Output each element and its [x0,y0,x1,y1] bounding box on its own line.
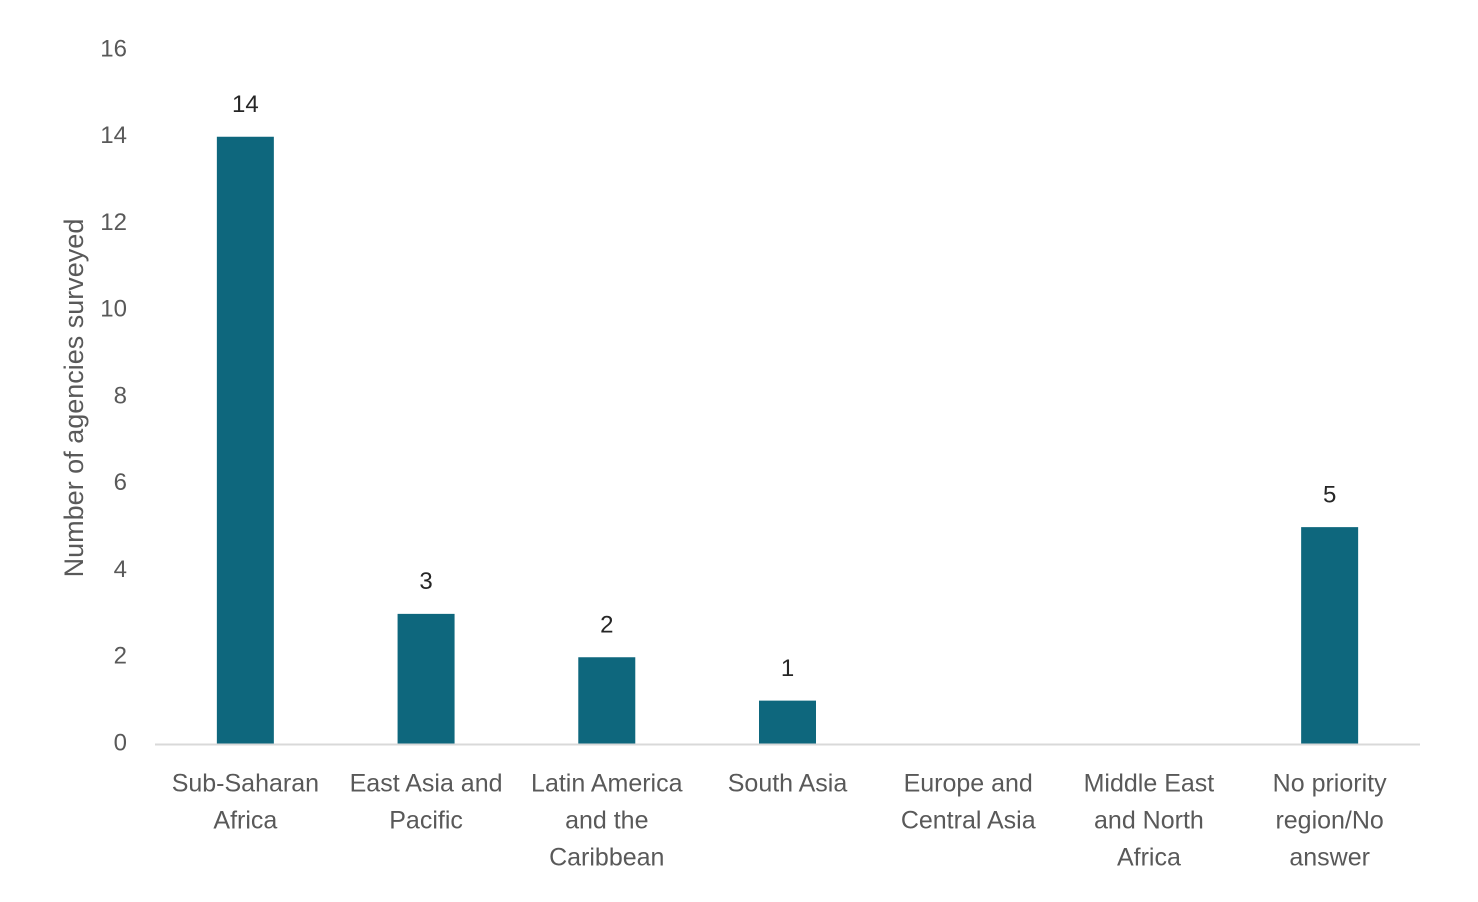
y-axis-ticks: 0 2 4 6 8 10 12 14 16 [100,35,127,756]
data-label-3: 1 [781,655,794,682]
bar-1 [397,613,455,744]
y-tick-label-7: 14 [100,122,127,149]
y-tick-label-0: 0 [114,729,127,756]
category-label-3: South Asia [728,770,848,798]
category-label-1: East Asia and Pacific [350,770,503,835]
bar-6 [1301,527,1359,744]
category-label-5: Middle East and North Africa [1084,770,1215,872]
y-tick-label-4: 8 [114,382,127,409]
data-label-1: 3 [419,568,432,595]
category-label-0: Sub-Saharan Africa [172,770,319,835]
data-label-2: 2 [600,612,613,639]
category-labels: Sub-Saharan Africa East Asia and Pacific Lat… [172,770,1387,872]
y-tick-label-3: 6 [114,469,127,496]
y-tick-label-1: 2 [114,643,127,670]
y-tick-label-5: 10 [100,296,127,323]
category-label-4: Europe and Central Asia [901,770,1036,835]
data-label-6: 5 [1323,481,1336,508]
category-label-2: Latin America and the Caribbean [531,770,683,872]
data-label-0: 14 [232,91,259,118]
y-tick-label-6: 12 [100,209,127,236]
y-tick-label-2: 4 [114,556,127,583]
bars [216,136,1359,744]
bar-2 [578,657,636,744]
bar-3 [759,700,816,744]
data-labels: 14 3 2 1 5 [232,91,1336,682]
y-tick-label-8: 16 [100,35,127,62]
category-label-6: No priority region/No answer [1273,770,1387,872]
y-axis-title: Number of agencies surveyed [59,219,89,578]
bar-0 [216,136,274,744]
